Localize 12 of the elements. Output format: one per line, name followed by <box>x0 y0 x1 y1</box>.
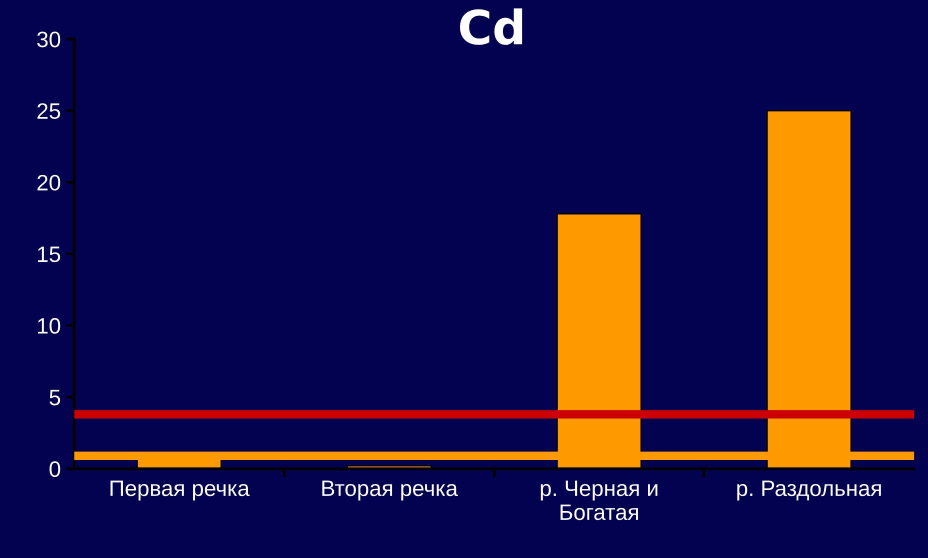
y-tick-label: 5 <box>50 390 60 406</box>
y-tick-label: 30 <box>37 32 60 48</box>
chart-title: Cd <box>460 8 522 45</box>
y-tick-label: 10 <box>38 318 60 334</box>
x-tick-label: р. Раздольная <box>737 480 881 501</box>
y-tick-label: 20 <box>37 174 60 191</box>
y-tick-label: 15 <box>38 246 60 262</box>
x-tick-label: р. Черная и Богатая <box>540 480 658 520</box>
y-tick-label: 25 <box>37 103 60 119</box>
x-tick-label: Вторая речка <box>322 480 458 501</box>
x-tick-label: Первая речка <box>110 480 250 501</box>
y-tick-label: 0 <box>50 461 60 477</box>
